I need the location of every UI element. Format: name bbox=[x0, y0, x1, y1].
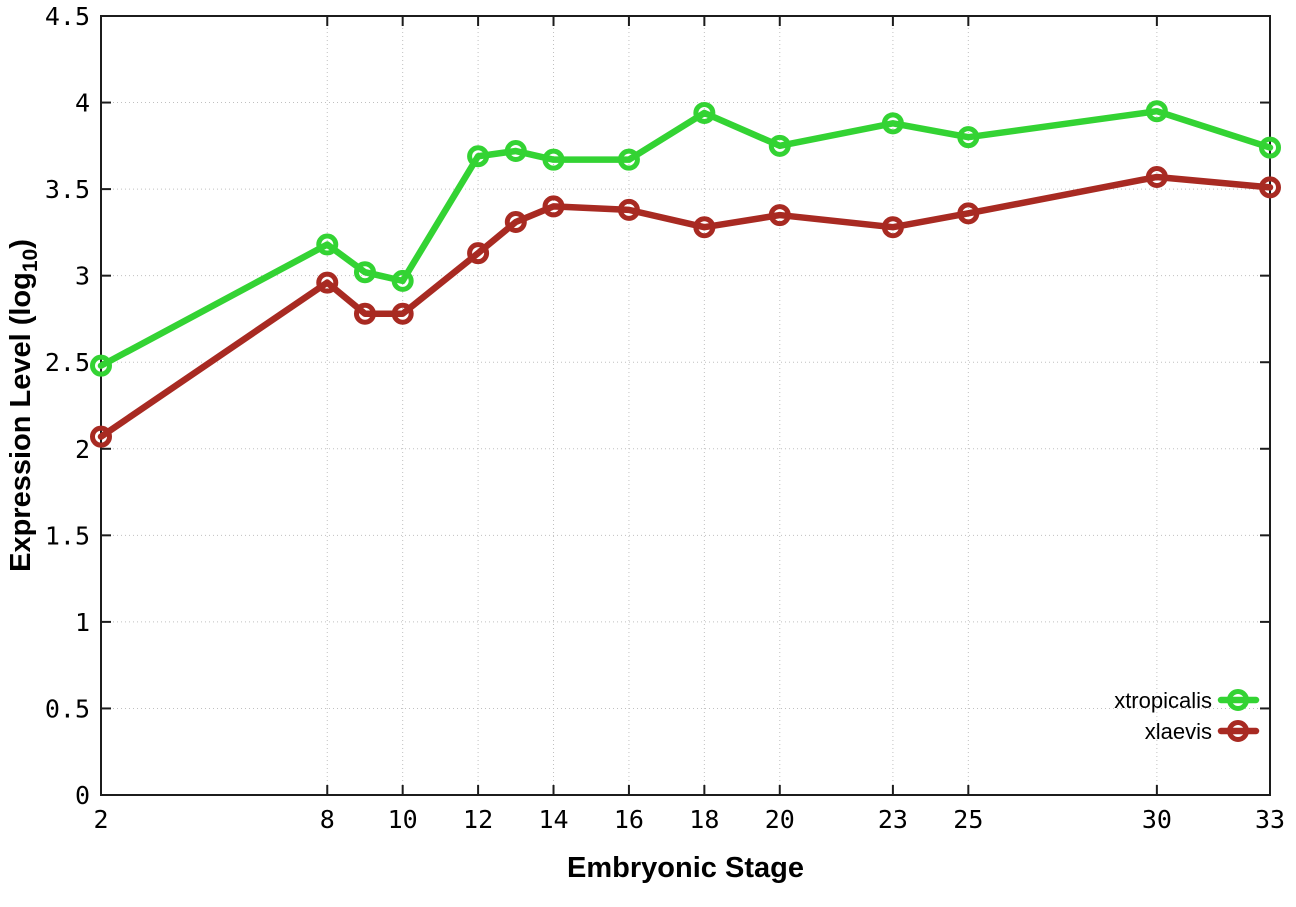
data-point-xlaevis bbox=[316, 271, 339, 294]
x-tick-label: 16 bbox=[614, 805, 644, 834]
legend-marker-xlaevis bbox=[1227, 720, 1249, 742]
x-tick-label: 2 bbox=[93, 805, 108, 834]
x-tick-label: 8 bbox=[320, 805, 335, 834]
x-tick-label: 20 bbox=[765, 805, 795, 834]
data-point-xlaevis bbox=[353, 302, 376, 325]
x-tick-label: 25 bbox=[953, 805, 983, 834]
y-tick-label: 1 bbox=[75, 608, 90, 637]
data-point-xlaevis bbox=[881, 216, 904, 239]
data-point-xtropicalis bbox=[617, 148, 640, 171]
data-point-xlaevis bbox=[957, 202, 980, 225]
data-point-xtropicalis bbox=[353, 261, 376, 284]
y-tick-label: 4.5 bbox=[45, 2, 90, 31]
data-point-xlaevis bbox=[542, 195, 565, 218]
data-point-xtropicalis bbox=[467, 145, 490, 168]
x-tick-label: 10 bbox=[388, 805, 418, 834]
legend-marker-xtropicalis bbox=[1227, 689, 1249, 711]
series-line-xlaevis bbox=[97, 173, 1274, 440]
data-point-xlaevis bbox=[391, 302, 414, 325]
data-point-xtropicalis bbox=[1145, 100, 1168, 123]
x-tick-label: 12 bbox=[463, 805, 493, 834]
data-point-xlaevis bbox=[617, 198, 640, 221]
data-point-xlaevis bbox=[1259, 176, 1281, 199]
data-point-xlaevis bbox=[90, 425, 112, 448]
data-point-xtropicalis bbox=[768, 134, 791, 157]
data-point-xtropicalis bbox=[881, 112, 904, 135]
data-point-xtropicalis bbox=[504, 140, 527, 163]
x-tick-label: 14 bbox=[538, 805, 568, 834]
y-tick-label: 0.5 bbox=[45, 694, 90, 723]
y-axis-title: Expression Level (log10) bbox=[5, 239, 42, 572]
y-tick-label: 4 bbox=[75, 89, 90, 118]
y-tick-label: 0 bbox=[75, 781, 90, 810]
x-tick-label: 33 bbox=[1255, 805, 1285, 834]
data-point-xtropicalis bbox=[1259, 136, 1281, 159]
data-point-xtropicalis bbox=[391, 269, 414, 292]
data-point-xlaevis bbox=[467, 242, 490, 265]
data-point-xlaevis bbox=[1145, 165, 1168, 188]
series-line-xtropicalis bbox=[97, 107, 1274, 369]
y-tick-label: 3.5 bbox=[45, 175, 90, 204]
legend-label-xlaevis: xlaevis bbox=[1145, 719, 1212, 744]
plot-border bbox=[100, 15, 1271, 796]
data-point-xtropicalis bbox=[957, 126, 980, 149]
data-point-xtropicalis bbox=[693, 101, 716, 124]
y-tick-label: 2.5 bbox=[45, 348, 90, 377]
data-point-xtropicalis bbox=[90, 354, 112, 377]
data-point-xlaevis bbox=[768, 204, 791, 227]
y-tick-label: 1.5 bbox=[45, 521, 90, 550]
data-point-xtropicalis bbox=[316, 233, 339, 256]
legend-label-xtropicalis: xtropicalis bbox=[1114, 688, 1212, 713]
y-tick-label: 2 bbox=[75, 435, 90, 464]
x-axis-title: Embryonic Stage bbox=[567, 852, 804, 884]
x-tick-label: 23 bbox=[878, 805, 908, 834]
data-point-xtropicalis bbox=[542, 148, 565, 171]
data-point-xlaevis bbox=[504, 211, 527, 234]
data-point-xlaevis bbox=[693, 216, 716, 239]
x-tick-label: 30 bbox=[1142, 805, 1172, 834]
y-tick-label: 3 bbox=[75, 262, 90, 291]
x-tick-label: 18 bbox=[689, 805, 719, 834]
